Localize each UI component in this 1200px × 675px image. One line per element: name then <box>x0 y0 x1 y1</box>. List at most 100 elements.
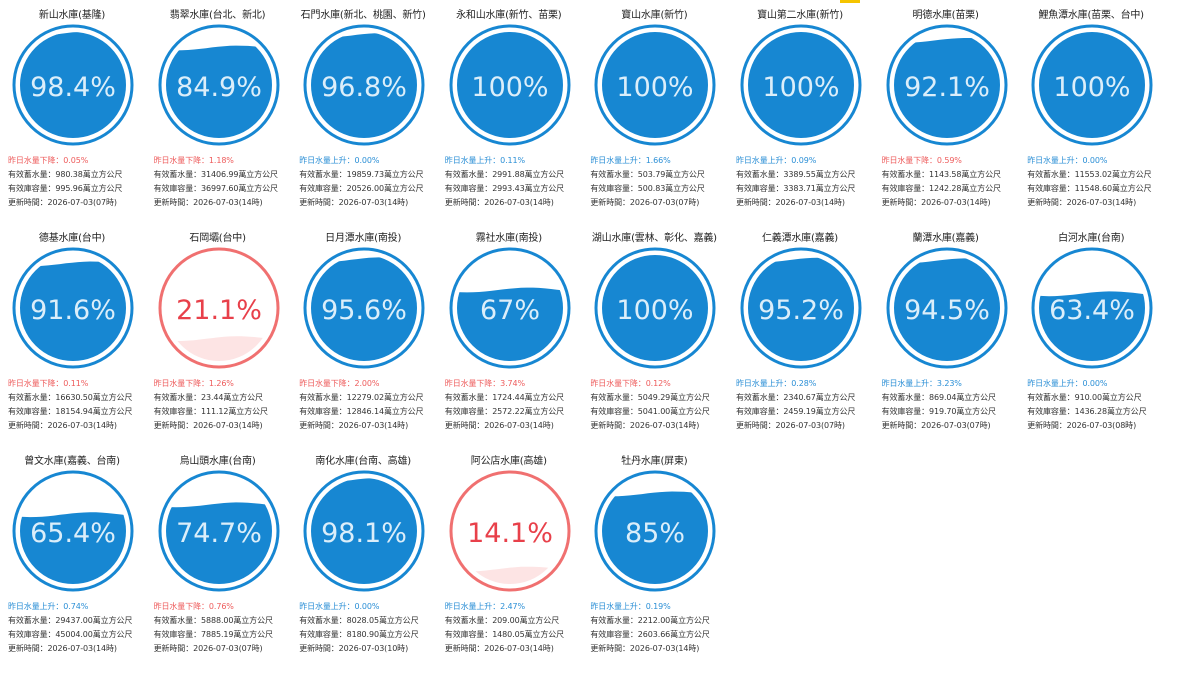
reservoir-info: 昨日水量下降：0.12% 有效蓄水量：5049.29萬立方公尺 有效庫容量：50… <box>590 377 724 433</box>
reservoir-card[interactable]: 霧社水庫(南投) 67% 昨日水量下降：3.74% 有效蓄水量：1724.44萬… <box>439 223 579 443</box>
update-time: 更新時間：2026-07-03(14時) <box>881 198 991 207</box>
water-level-gauge: 21.1% <box>158 247 280 369</box>
effective-capacity: 有效庫容量：18154.94萬立方公尺 <box>8 407 133 416</box>
percent-label: 100% <box>617 72 694 103</box>
effective-storage: 有效蓄水量：2991.88萬立方公尺 <box>444 170 565 179</box>
reservoir-card[interactable]: 仁義潭水庫(嘉義) 95.2% 昨日水量上升：0.28% 有效蓄水量：2340.… <box>730 223 870 443</box>
effective-storage: 有效蓄水量：19859.73萬立方公尺 <box>299 170 424 179</box>
reservoir-card[interactable]: 寶山水庫(新竹) 100% 昨日水量上升：1.66% 有效蓄水量：503.79萬… <box>584 0 724 220</box>
reservoir-card[interactable]: 牡丹水庫(屏東) 85% 昨日水量上升：0.19% 有效蓄水量：2212.00萬… <box>584 446 724 666</box>
gauge-ring <box>449 24 571 146</box>
daily-change: 昨日水量上升：0.28% <box>736 379 817 388</box>
reservoir-name: 牡丹水庫(屏東) <box>621 456 688 467</box>
reservoir-info: 昨日水量下降：1.18% 有效蓄水量：31406.99萬立方公尺 有效庫容量：3… <box>154 154 288 210</box>
update-time: 更新時間：2026-07-03(10時) <box>299 644 409 653</box>
effective-storage: 有效蓄水量：1143.58萬立方公尺 <box>881 170 1001 179</box>
gauge-ring <box>12 24 134 146</box>
reservoir-card[interactable]: 明德水庫(苗栗) 92.1% 昨日水量下降：0.59% 有效蓄水量：1143.5… <box>876 0 1016 220</box>
effective-storage: 有效蓄水量：29437.00萬立方公尺 <box>8 616 133 625</box>
percent-label: 100% <box>762 72 839 103</box>
percent-label: 94.5% <box>904 295 990 326</box>
water-level-gauge: 100% <box>449 24 571 146</box>
water-fill <box>748 257 854 361</box>
reservoir-card[interactable]: 南化水庫(台南、高雄) 98.1% 昨日水量上升：0.00% 有效蓄水量：802… <box>293 446 433 666</box>
effective-storage: 有效蓄水量：2340.67萬立方公尺 <box>736 393 856 402</box>
percent-label: 100% <box>617 295 694 326</box>
water-level-gauge: 91.6% <box>12 247 134 369</box>
water-fill <box>311 33 418 138</box>
reservoir-name: 日月潭水庫(南投) <box>325 233 402 244</box>
reservoir-card[interactable]: 湖山水庫(雲林、彰化、嘉義) 100% 昨日水量下降：0.12% 有效蓄水量：5… <box>584 223 724 443</box>
water-fill <box>602 32 709 138</box>
water-level-gauge: 95.2% <box>740 247 862 369</box>
reservoir-card[interactable]: 寶山第二水庫(新竹) 100% 昨日水量上升：0.09% 有效蓄水量：3389.… <box>730 0 870 220</box>
gauge-ring <box>449 470 571 592</box>
daily-change: 昨日水量上升：0.00% <box>299 602 380 611</box>
water-level-gauge: 65.4% <box>12 470 134 592</box>
water-fill <box>602 491 709 584</box>
reservoir-name: 南化水庫(台南、高雄) <box>315 456 411 467</box>
reservoir-name: 白河水庫(台南) <box>1058 233 1125 244</box>
update-time: 更新時間：2026-07-03(14時) <box>8 421 117 430</box>
effective-capacity: 有效庫容量：2572.22萬立方公尺 <box>444 407 565 416</box>
daily-change: 昨日水量下降：0.11% <box>8 379 89 388</box>
percent-label: 95.6% <box>321 295 407 326</box>
effective-storage: 有效蓄水量：8028.05萬立方公尺 <box>299 616 419 625</box>
update-time: 更新時間：2026-07-03(14時) <box>299 198 409 207</box>
reservoir-info: 昨日水量下降：3.74% 有效蓄水量：1724.44萬立方公尺 有效庫容量：25… <box>445 377 579 433</box>
percent-label: 98.4% <box>30 72 116 103</box>
water-level-gauge: 94.5% <box>886 247 1008 369</box>
update-time: 更新時間：2026-07-03(07時) <box>590 198 700 207</box>
water-level-gauge: 95.6% <box>303 247 425 369</box>
gauge-background <box>456 478 563 584</box>
reservoir-card[interactable]: 烏山頭水庫(台南) 74.7% 昨日水量下降：0.76% 有效蓄水量：5888.… <box>148 446 288 666</box>
reservoir-card[interactable]: 石門水庫(新北、桃園、新竹) 96.8% 昨日水量上升：0.00% 有效蓄水量：… <box>293 0 433 220</box>
percent-label: 74.7% <box>176 518 262 549</box>
reservoir-card[interactable]: 白河水庫(台南) 63.4% 昨日水量上升：0.00% 有效蓄水量：910.00… <box>1021 223 1161 443</box>
reservoir-info: 昨日水量上升：3.23% 有效蓄水量：869.04萬立方公尺 有效庫容量：919… <box>882 377 1016 433</box>
effective-capacity: 有效庫容量：1242.28萬立方公尺 <box>881 184 1001 193</box>
daily-change: 昨日水量上升：1.66% <box>590 156 671 165</box>
reservoir-info: 昨日水量下降：1.26% 有效蓄水量：23.44萬立方公尺 有效庫容量：111.… <box>154 377 288 433</box>
percent-label: 21.1% <box>176 295 262 326</box>
reservoir-card[interactable]: 鯉魚潭水庫(苗栗、台中) 100% 昨日水量上升：0.00% 有效蓄水量：115… <box>1021 0 1161 220</box>
daily-change: 昨日水量上升：0.11% <box>444 156 526 165</box>
daily-change: 昨日水量上升：0.19% <box>590 602 671 611</box>
reservoir-card[interactable]: 石岡壩(台中) 21.1% 昨日水量下降：1.26% 有效蓄水量：23.44萬立… <box>148 223 288 443</box>
update-time: 更新時間：2026-07-03(14時) <box>444 421 554 430</box>
percent-label: 63.4% <box>1049 295 1135 326</box>
gauge-ring <box>594 470 716 592</box>
reservoir-card[interactable]: 阿公店水庫(高雄) 14.1% 昨日水量上升：2.47% 有效蓄水量：209.0… <box>439 446 579 666</box>
daily-change: 昨日水量下降：0.59% <box>881 156 962 165</box>
water-fill <box>456 32 563 138</box>
update-time: 更新時間：2026-07-03(14時) <box>299 421 409 430</box>
update-time: 更新時間：2026-07-03(14時) <box>1027 198 1137 207</box>
water-fill <box>1039 291 1146 361</box>
daily-change: 昨日水量下降：0.05% <box>8 156 89 165</box>
percent-label: 100% <box>1054 72 1131 103</box>
reservoir-info: 昨日水量上升：0.00% 有效蓄水量：8028.05萬立方公尺 有效庫容量：81… <box>299 600 433 656</box>
reservoir-name: 湖山水庫(雲林、彰化、嘉義) <box>591 233 717 244</box>
reservoir-card[interactable]: 德基水庫(台中) 91.6% 昨日水量下降：0.11% 有效蓄水量：16630.… <box>2 223 142 443</box>
effective-storage: 有效蓄水量：869.04萬立方公尺 <box>881 393 996 402</box>
reservoir-name: 仁義潭水庫(嘉義) <box>761 233 838 244</box>
gauge-ring <box>740 24 862 146</box>
reservoir-card[interactable]: 新山水庫(基隆) 98.4% 昨日水量下降：0.05% 有效蓄水量：980.38… <box>2 0 142 220</box>
effective-capacity: 有效庫容量：45004.00萬立方公尺 <box>8 630 133 639</box>
reservoir-card[interactable]: 曾文水庫(嘉義、台南) 65.4% 昨日水量上升：0.74% 有效蓄水量：294… <box>2 446 142 666</box>
reservoir-name: 蘭潭水庫(嘉義) <box>912 233 979 244</box>
reservoir-info: 昨日水量上升：2.47% 有效蓄水量：209.00萬立方公尺 有效庫容量：148… <box>445 600 579 656</box>
water-fill <box>1039 32 1146 138</box>
reservoir-card[interactable]: 日月潭水庫(南投) 95.6% 昨日水量下降：2.00% 有效蓄水量：12279… <box>293 223 433 443</box>
reservoir-card[interactable]: 翡翠水庫(台北、新北) 84.9% 昨日水量下降：1.18% 有效蓄水量：314… <box>148 0 288 220</box>
reservoir-name: 永和山水庫(新竹、苗栗) <box>456 10 562 21</box>
reservoir-info: 昨日水量上升：0.28% 有效蓄水量：2340.67萬立方公尺 有效庫容量：24… <box>736 377 870 433</box>
reservoir-info: 昨日水量上升：0.00% 有效蓄水量：19859.73萬立方公尺 有效庫容量：2… <box>299 154 433 210</box>
reservoir-card[interactable]: 永和山水庫(新竹、苗栗) 100% 昨日水量上升：0.11% 有效蓄水量：299… <box>439 0 579 220</box>
water-fill <box>165 502 272 584</box>
water-level-gauge: 100% <box>1031 24 1153 146</box>
water-fill <box>602 255 709 361</box>
gauge-ring <box>158 247 280 369</box>
effective-capacity: 有效庫容量：1480.05萬立方公尺 <box>444 630 565 639</box>
reservoir-card[interactable]: 蘭潭水庫(嘉義) 94.5% 昨日水量上升：3.23% 有效蓄水量：869.04… <box>876 223 1016 443</box>
